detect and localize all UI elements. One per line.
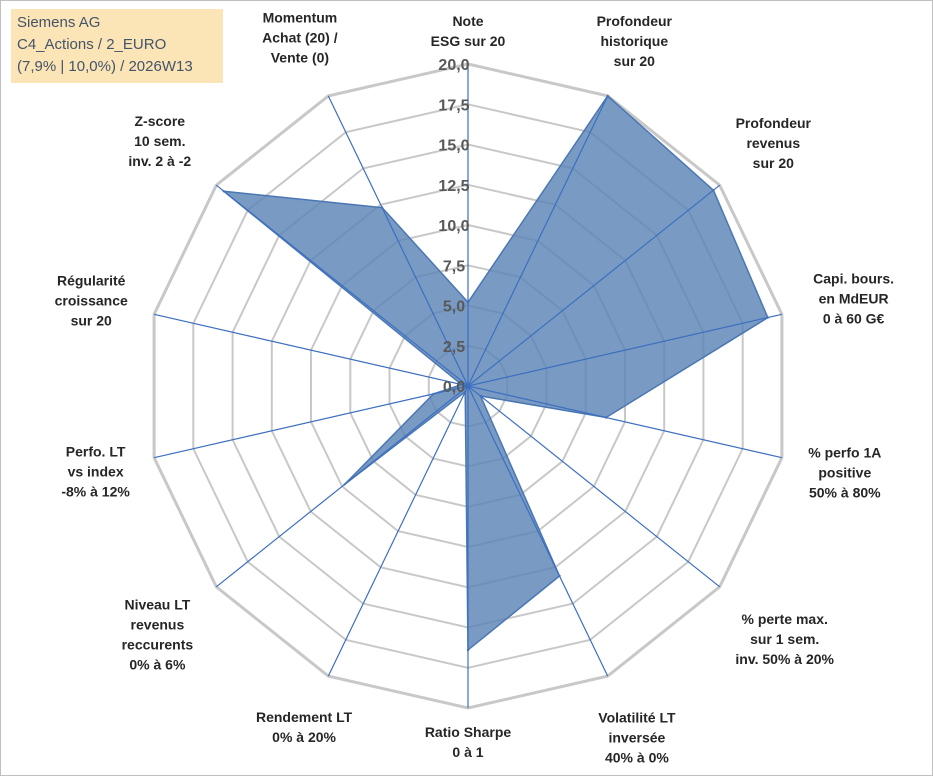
- axis-label: Capi. bours. en MdEUR 0 à 60 G€: [813, 271, 894, 327]
- axis-label-line: 40% à 0%: [605, 749, 669, 765]
- axis-label-line: positive: [818, 465, 871, 481]
- axis-label-line: inversée: [608, 729, 665, 745]
- axis-spoke: [467, 385, 783, 459]
- axis-spoke: [153, 385, 469, 459]
- axis-label-line: Capi. bours.: [813, 271, 894, 287]
- info-box: Siemens AG C4_Actions / 2_EURO (7,9% | 1…: [11, 9, 223, 83]
- axis-label-line: revenus: [746, 135, 800, 151]
- tick-label: 10,0: [438, 218, 469, 235]
- axis-label: Niveau LT revenus reccurents 0% à 6%: [122, 596, 194, 672]
- axis-label: % perte max. sur 1 sem. inv. 50% à 20%: [735, 611, 834, 667]
- axis-spoke: [467, 313, 783, 387]
- axis-label-line: reccurents: [122, 636, 194, 652]
- axis-label-line: Perfo. LT: [66, 444, 126, 460]
- params-label: (7,9% | 10,0%) / 2026W13: [17, 58, 193, 75]
- axis-label-line: Z-score: [135, 113, 186, 129]
- axis-label-line: inv. 50% à 20%: [735, 651, 834, 667]
- axis-label-line: inv. 2 à -2: [128, 153, 191, 169]
- axis-label-line: % perfo 1A: [808, 445, 881, 461]
- axis-spoke: [467, 184, 721, 387]
- axis-label-line: vs index: [68, 464, 124, 480]
- axis-label-line: Momentum: [263, 10, 338, 26]
- axis-label-line: Niveau LT: [124, 596, 190, 612]
- axis-label-line: Rendement LT: [256, 709, 353, 725]
- tick-label: 17,5: [438, 97, 469, 114]
- axis-label: Momentum Achat (20) / Vente (0): [262, 10, 338, 66]
- axis-label-line: Ratio Sharpe: [425, 724, 512, 740]
- axis-label-line: Achat (20) /: [262, 30, 338, 46]
- axis-label-line: 0% à 6%: [129, 656, 186, 672]
- axis-label: Z-score 10 sem. inv. 2 à -2: [128, 113, 191, 169]
- axis-label-line: Profondeur: [597, 13, 673, 29]
- tick-label: 5,0: [443, 299, 465, 316]
- axis-label-line: croissance: [55, 293, 128, 309]
- axis-label: Perfo. LT vs index -8% à 12%: [61, 444, 130, 500]
- tick-label: 15,0: [438, 138, 469, 155]
- axis-label-line: -8% à 12%: [61, 484, 130, 500]
- axis-spoke: [215, 385, 469, 588]
- axis-spoke: [215, 184, 469, 387]
- axis-label-line: ESG sur 20: [431, 33, 506, 49]
- tick-label: 12,5: [438, 178, 469, 195]
- axis-label-line: sur 1 sem.: [750, 631, 819, 647]
- axis-label-line: Profondeur: [736, 115, 812, 131]
- axis-spoke: [153, 313, 469, 387]
- axis-label: Note ESG sur 20: [431, 13, 506, 49]
- axis-label-line: % perte max.: [742, 611, 828, 627]
- axis-label-line: 50% à 80%: [809, 485, 881, 501]
- axis-spoke: [467, 385, 721, 588]
- tick-label: 7,5: [443, 258, 465, 275]
- axis-label-line: 10 sem.: [134, 133, 185, 149]
- axis-label: Régularité croissance sur 20: [55, 273, 128, 329]
- axis-label-line: historique: [600, 33, 668, 49]
- company-name: Siemens AG: [17, 14, 101, 31]
- axis-label-line: sur 20: [753, 155, 794, 171]
- tick-label: 2,5: [443, 339, 465, 356]
- axis-label: Profondeur revenus sur 20: [736, 115, 812, 171]
- series-area: [221, 94, 769, 652]
- tick-label: 0,0: [443, 379, 465, 396]
- axis-spoke: [327, 95, 469, 387]
- axis-label-line: Vente (0): [271, 50, 329, 66]
- axis-spoke: [467, 385, 609, 677]
- axis-label-line: en MdEUR: [819, 291, 889, 307]
- axis-label: % perfo 1A positive 50% à 80%: [808, 445, 881, 501]
- axis-spoke: [327, 385, 469, 677]
- axis-label-line: Note: [452, 13, 483, 29]
- axis-label: Rendement LT 0% à 20%: [256, 709, 353, 745]
- axis-label-line: sur 20: [71, 313, 112, 329]
- axis-label-line: Volatilité LT: [598, 709, 676, 725]
- category-label: C4_Actions / 2_EURO: [17, 36, 167, 53]
- axis-spoke: [467, 95, 609, 387]
- axis-label: Profondeur historique sur 20: [597, 13, 673, 69]
- axis-label-line: revenus: [131, 616, 185, 632]
- axis-label-line: 0 à 1: [452, 744, 483, 760]
- axis-label: Ratio Sharpe 0 à 1: [425, 724, 512, 760]
- axis-label-line: Régularité: [57, 273, 126, 289]
- axis-label-line: 0% à 20%: [272, 729, 336, 745]
- axis-label: Volatilité LT inversée 40% à 0%: [598, 709, 676, 765]
- axis-label-line: sur 20: [614, 53, 655, 69]
- tick-label: 20,0: [438, 57, 469, 74]
- axis-label-line: 0 à 60 G€: [823, 311, 885, 327]
